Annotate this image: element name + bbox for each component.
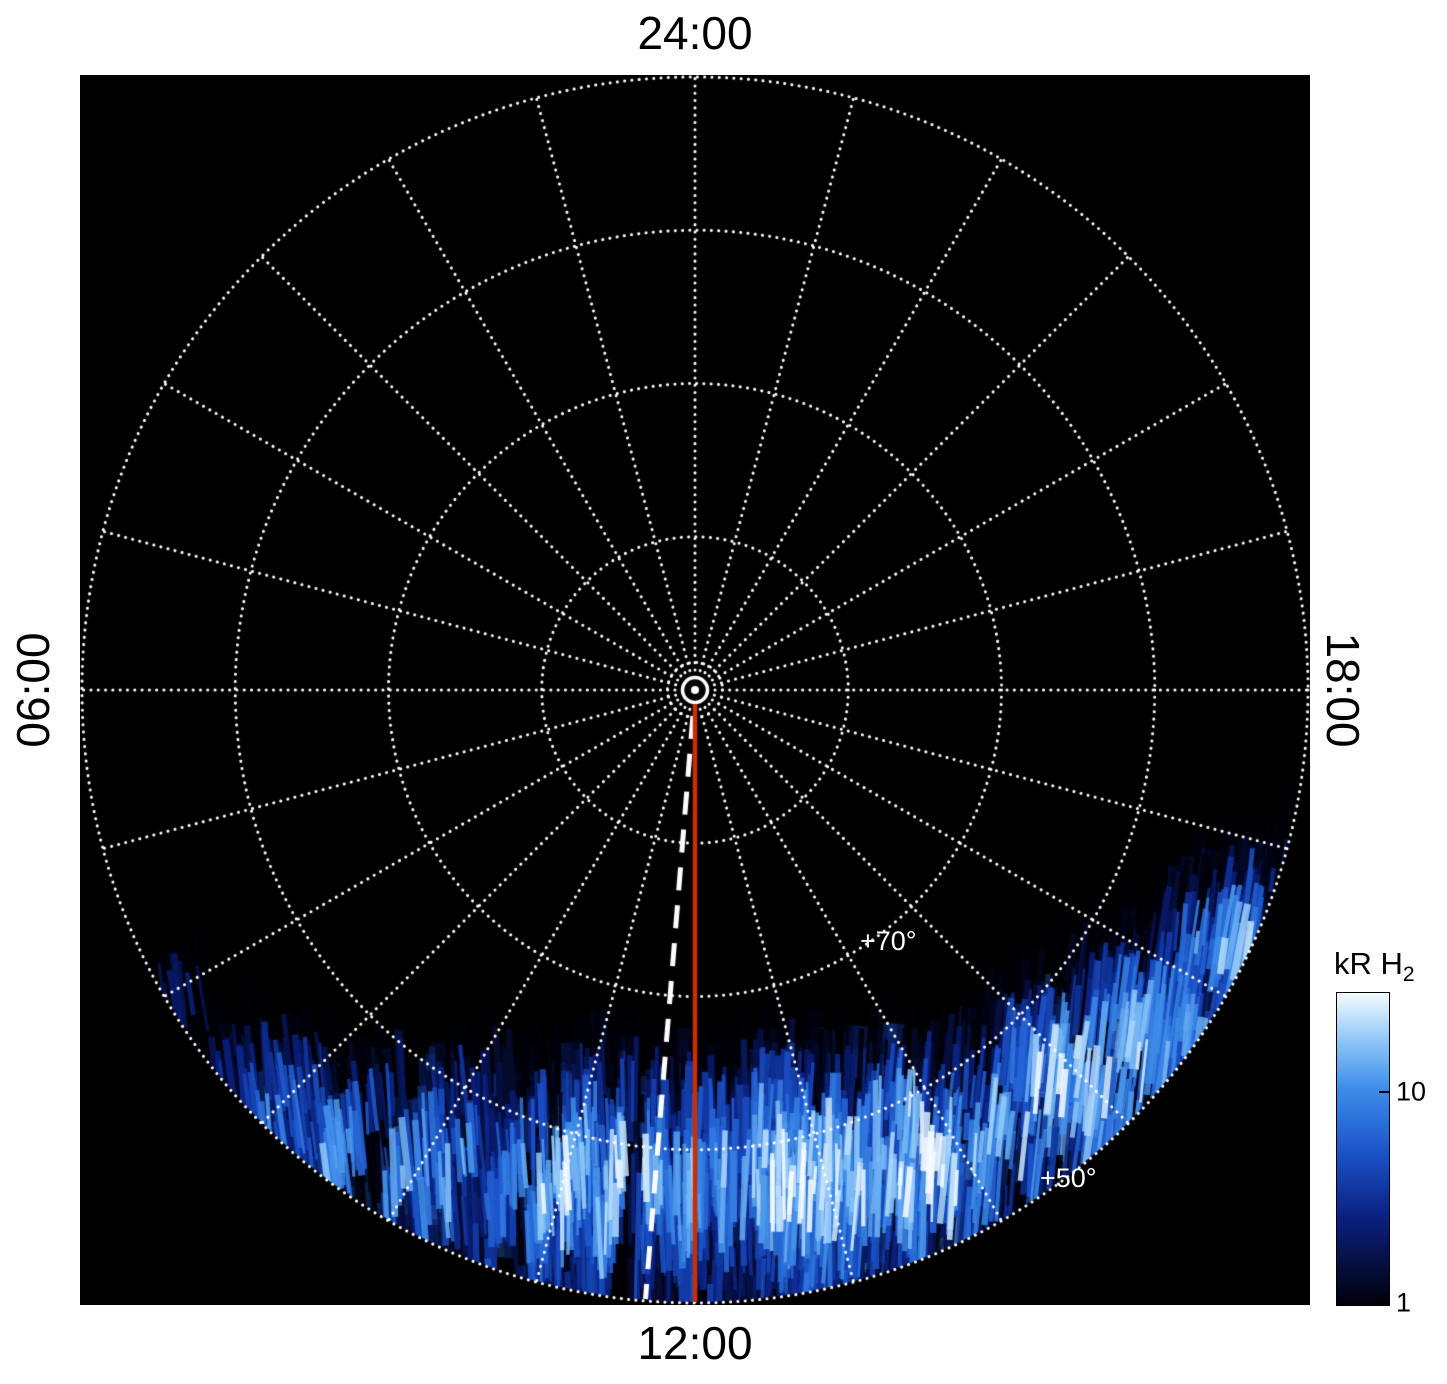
colorbar-title: kR H2 bbox=[1334, 946, 1415, 987]
colorbar-tick-label: 1 bbox=[1396, 1287, 1412, 1318]
colorbar: kR H2 10 1 bbox=[1330, 946, 1447, 1336]
colorbar-tick-label: 10 bbox=[1396, 1076, 1427, 1107]
colorbar-tick-mark bbox=[1379, 1302, 1389, 1304]
colorbar-gradient-bar bbox=[1336, 992, 1390, 1306]
local-time-label-dawn: 06:00 bbox=[7, 632, 59, 748]
colorbar-title-main: kR H bbox=[1334, 946, 1403, 981]
aurora-emission-canvas bbox=[80, 75, 1310, 1305]
polar-plot-area: +70° +50° bbox=[80, 75, 1310, 1305]
local-time-label-dusk: 18:00 bbox=[1317, 632, 1369, 748]
colorbar-tick-mark bbox=[1379, 1091, 1389, 1094]
colorbar-title-sub: 2 bbox=[1402, 963, 1415, 987]
local-time-label-midnight: 24:00 bbox=[637, 7, 753, 59]
latitude-ring-label-70: +70° bbox=[860, 926, 917, 956]
local-time-label-noon: 12:00 bbox=[637, 1317, 753, 1369]
latitude-ring-label-50: +50° bbox=[1040, 1163, 1097, 1193]
